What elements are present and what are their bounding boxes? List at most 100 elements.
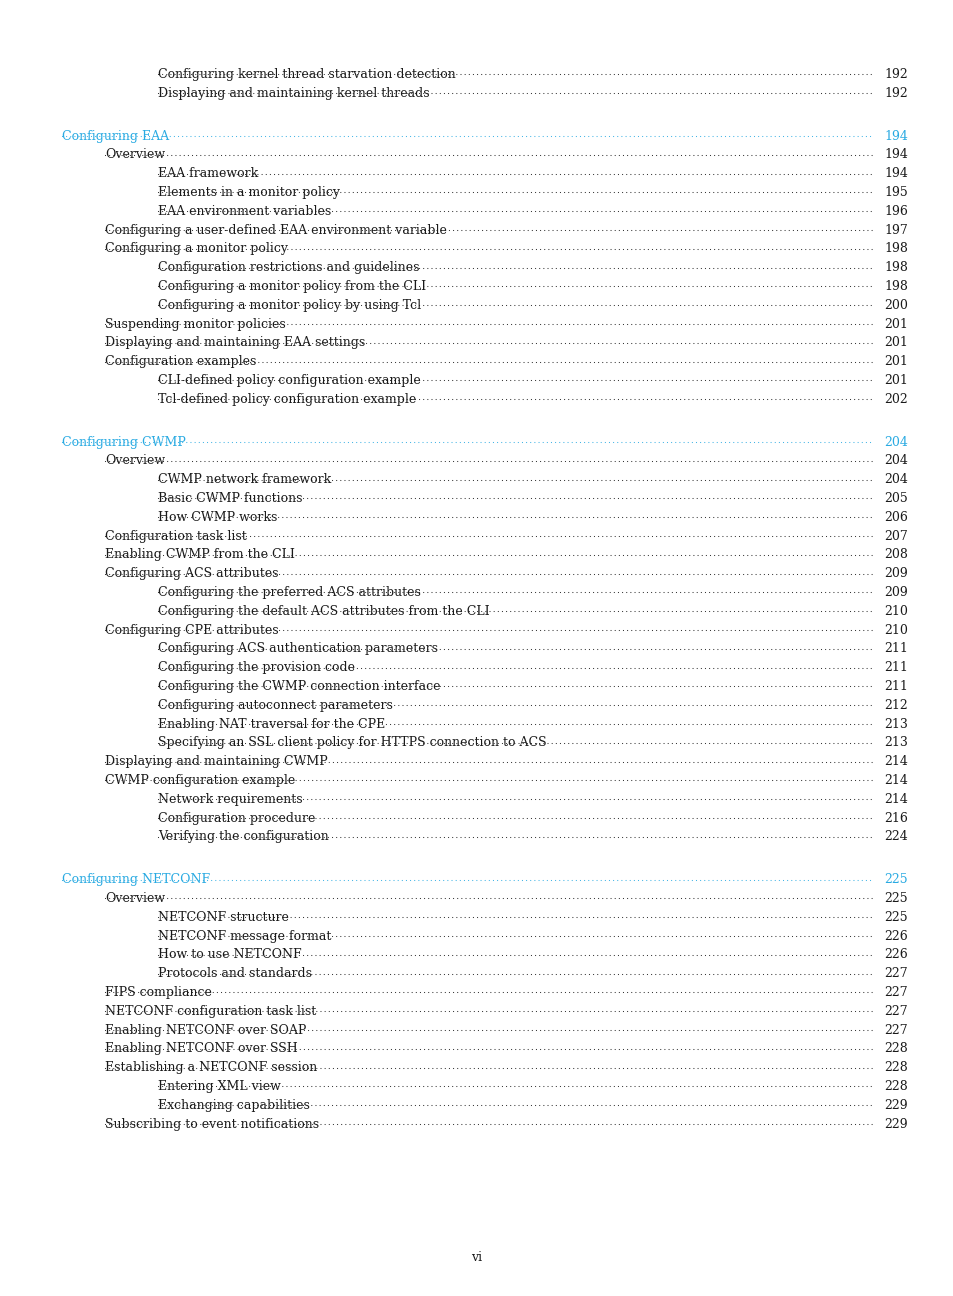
Text: Tcl-defined policy configuration example: Tcl-defined policy configuration example <box>158 393 416 406</box>
Text: Configuration task list: Configuration task list <box>105 530 247 543</box>
Text: 192: 192 <box>883 87 907 100</box>
Text: Enabling NAT traversal for the CPE: Enabling NAT traversal for the CPE <box>158 718 385 731</box>
Text: CWMP network framework: CWMP network framework <box>158 473 331 486</box>
Text: 225: 225 <box>883 911 906 924</box>
Text: 228: 228 <box>883 1042 907 1055</box>
Text: 213: 213 <box>883 736 907 749</box>
Text: 201: 201 <box>883 318 907 330</box>
Text: Configuring a monitor policy by using Tcl: Configuring a monitor policy by using Tc… <box>158 299 420 312</box>
Text: NETCONF configuration task list: NETCONF configuration task list <box>105 1004 315 1017</box>
Text: Configuring the default ACS attributes from the CLI: Configuring the default ACS attributes f… <box>158 605 489 618</box>
Text: 208: 208 <box>883 548 907 561</box>
Text: 200: 200 <box>883 299 907 312</box>
Text: Protocols and standards: Protocols and standards <box>158 967 312 980</box>
Text: Establishing a NETCONF session: Establishing a NETCONF session <box>105 1061 317 1074</box>
Text: CLI-defined policy configuration example: CLI-defined policy configuration example <box>158 375 420 388</box>
Text: Elements in a monitor policy: Elements in a monitor policy <box>158 187 339 200</box>
Text: Configuring the provision code: Configuring the provision code <box>158 661 355 674</box>
Text: 204: 204 <box>883 455 907 468</box>
Text: Configuring ACS attributes: Configuring ACS attributes <box>105 568 278 581</box>
Text: 210: 210 <box>883 623 907 636</box>
Text: 229: 229 <box>883 1099 906 1112</box>
Text: 194: 194 <box>883 167 907 180</box>
Text: Entering XML view: Entering XML view <box>158 1080 280 1093</box>
Text: 198: 198 <box>883 242 907 255</box>
Text: Displaying and maintaining kernel threads: Displaying and maintaining kernel thread… <box>158 87 429 100</box>
Text: Configuring CPE attributes: Configuring CPE attributes <box>105 623 278 636</box>
Text: EAA framework: EAA framework <box>158 167 258 180</box>
Text: Basic CWMP functions: Basic CWMP functions <box>158 492 302 505</box>
Text: 226: 226 <box>883 949 907 962</box>
Text: 207: 207 <box>883 530 907 543</box>
Text: 227: 227 <box>883 1004 906 1017</box>
Text: How to use NETCONF: How to use NETCONF <box>158 949 301 962</box>
Text: Configuring a monitor policy from the CLI: Configuring a monitor policy from the CL… <box>158 280 426 293</box>
Text: 194: 194 <box>883 149 907 162</box>
Text: EAA environment variables: EAA environment variables <box>158 205 331 218</box>
Text: 204: 204 <box>883 473 907 486</box>
Text: Configuring the preferred ACS attributes: Configuring the preferred ACS attributes <box>158 586 420 599</box>
Text: 209: 209 <box>883 568 907 581</box>
Text: Enabling NETCONF over SOAP: Enabling NETCONF over SOAP <box>105 1024 306 1037</box>
Text: Configuring ACS authentication parameters: Configuring ACS authentication parameter… <box>158 643 437 656</box>
Text: 201: 201 <box>883 337 907 350</box>
Text: 216: 216 <box>883 811 907 824</box>
Text: Overview: Overview <box>105 149 165 162</box>
Text: 204: 204 <box>883 435 907 448</box>
Text: 209: 209 <box>883 586 907 599</box>
Text: 227: 227 <box>883 1024 906 1037</box>
Text: 210: 210 <box>883 605 907 618</box>
Text: 211: 211 <box>883 643 907 656</box>
Text: Configuring CWMP: Configuring CWMP <box>62 435 186 448</box>
Text: 214: 214 <box>883 774 907 787</box>
Text: CWMP configuration example: CWMP configuration example <box>105 774 294 787</box>
Text: 198: 198 <box>883 262 907 275</box>
Text: Displaying and maintaining CWMP: Displaying and maintaining CWMP <box>105 756 328 769</box>
Text: Configuring a user-defined EAA environment variable: Configuring a user-defined EAA environme… <box>105 224 446 237</box>
Text: 201: 201 <box>883 375 907 388</box>
Text: 206: 206 <box>883 511 907 524</box>
Text: 228: 228 <box>883 1080 907 1093</box>
Text: 228: 228 <box>883 1061 907 1074</box>
Text: NETCONF message format: NETCONF message format <box>158 929 331 942</box>
Text: 212: 212 <box>883 699 907 712</box>
Text: Configuration examples: Configuration examples <box>105 355 256 368</box>
Text: Enabling CWMP from the CLI: Enabling CWMP from the CLI <box>105 548 294 561</box>
Text: 224: 224 <box>883 831 907 844</box>
Text: Exchanging capabilities: Exchanging capabilities <box>158 1099 310 1112</box>
Text: 211: 211 <box>883 661 907 674</box>
Text: Configuring EAA: Configuring EAA <box>62 130 169 143</box>
Text: 211: 211 <box>883 680 907 693</box>
Text: Suspending monitor policies: Suspending monitor policies <box>105 318 286 330</box>
Text: Overview: Overview <box>105 455 165 468</box>
Text: 227: 227 <box>883 967 906 980</box>
Text: 229: 229 <box>883 1117 906 1130</box>
Text: Enabling NETCONF over SSH: Enabling NETCONF over SSH <box>105 1042 297 1055</box>
Text: Configuration procedure: Configuration procedure <box>158 811 315 824</box>
Text: NETCONF structure: NETCONF structure <box>158 911 289 924</box>
Text: 227: 227 <box>883 986 906 999</box>
Text: Specifying an SSL client policy for HTTPS connection to ACS: Specifying an SSL client policy for HTTP… <box>158 736 546 749</box>
Text: 194: 194 <box>883 130 907 143</box>
Text: Configuration restrictions and guidelines: Configuration restrictions and guideline… <box>158 262 419 275</box>
Text: 214: 214 <box>883 756 907 769</box>
Text: 201: 201 <box>883 355 907 368</box>
Text: 202: 202 <box>883 393 907 406</box>
Text: 192: 192 <box>883 67 907 80</box>
Text: 196: 196 <box>883 205 907 218</box>
Text: 214: 214 <box>883 793 907 806</box>
Text: Network requirements: Network requirements <box>158 793 302 806</box>
Text: 225: 225 <box>883 874 906 886</box>
Text: Subscribing to event notifications: Subscribing to event notifications <box>105 1117 319 1130</box>
Text: 213: 213 <box>883 718 907 731</box>
Text: 226: 226 <box>883 929 907 942</box>
Text: vi: vi <box>471 1251 482 1264</box>
Text: 198: 198 <box>883 280 907 293</box>
Text: Configuring the CWMP connection interface: Configuring the CWMP connection interfac… <box>158 680 440 693</box>
Text: Overview: Overview <box>105 892 165 905</box>
Text: 205: 205 <box>883 492 907 505</box>
Text: Displaying and maintaining EAA settings: Displaying and maintaining EAA settings <box>105 337 365 350</box>
Text: 197: 197 <box>883 224 907 237</box>
Text: 195: 195 <box>883 187 907 200</box>
Text: Configuring a monitor policy: Configuring a monitor policy <box>105 242 288 255</box>
